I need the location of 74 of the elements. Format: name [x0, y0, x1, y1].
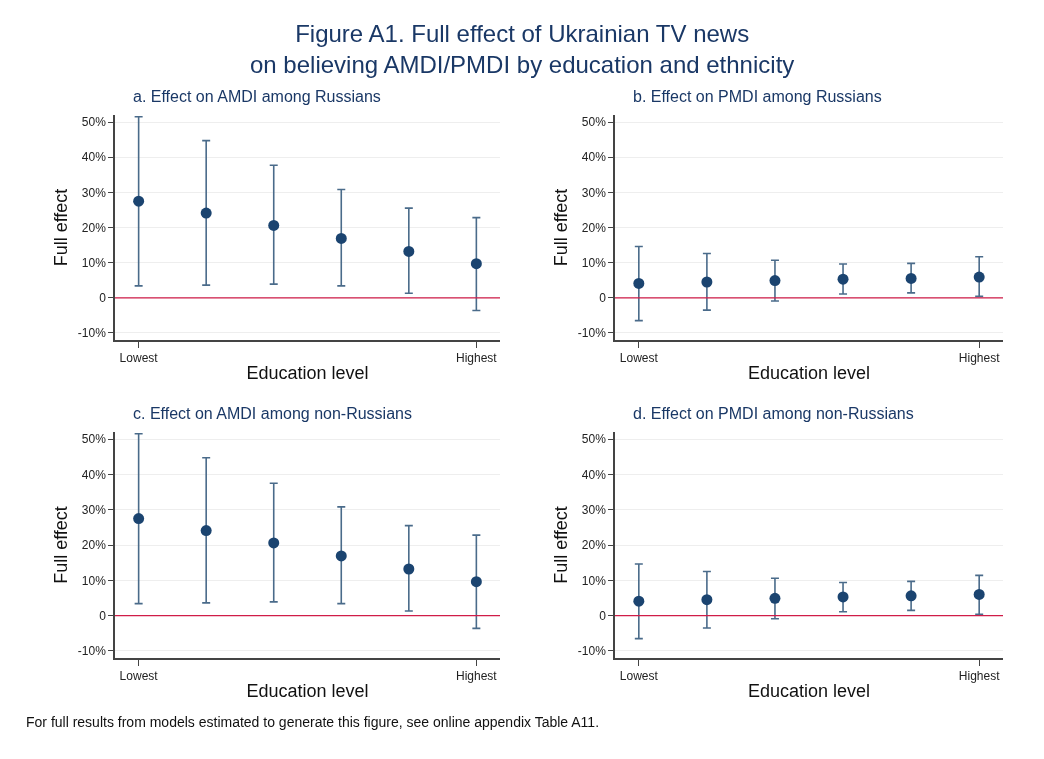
point: [133, 195, 145, 207]
y-tick-label: 30%: [581, 185, 607, 200]
point: [701, 276, 713, 288]
point: [268, 537, 280, 549]
y-axis-title: Full effect: [550, 188, 571, 267]
y-tick-label: -10%: [77, 644, 107, 659]
y-tick-label: 0: [599, 291, 607, 306]
y-tick-label: 30%: [81, 502, 107, 517]
y-tick-label: 0: [599, 608, 607, 623]
text: For full results from models estimated to generate this figure, see online appendix Table A11.: [26, 714, 600, 730]
y-tick-label: -10%: [577, 326, 607, 341]
y-tick-label: 40%: [581, 150, 607, 165]
y-tick-label: 10%: [581, 573, 607, 588]
x-tick-label: Highest: [456, 351, 498, 366]
y-tick-label: 50%: [581, 115, 607, 130]
y-tick-label: 20%: [581, 220, 607, 235]
x-tick-label: Lowest: [619, 669, 659, 684]
y-tick-label: 50%: [81, 432, 107, 447]
y-tick-label: 10%: [81, 255, 107, 270]
chart-title: d. Effect on PMDI among non-Russians: [633, 405, 914, 422]
y-tick-label: 20%: [81, 220, 107, 235]
x-tick-label: Lowest: [119, 669, 159, 684]
point: [973, 588, 985, 600]
y-tick-label: 0: [99, 608, 107, 623]
x-axis-title: Education level: [246, 680, 369, 701]
text: Figure A1. Full effect of Ukrainian TV news on believing AMDI/PMDI by education and ethnicity: [250, 20, 795, 79]
y-axis-title: Full effect: [550, 506, 571, 584]
point: [905, 590, 917, 602]
point: [403, 563, 415, 575]
y-axis-title: Full effect: [50, 188, 71, 267]
point: [633, 277, 645, 289]
point: [905, 272, 917, 284]
y-tick-label: 40%: [81, 150, 107, 165]
point: [837, 591, 849, 603]
point: [200, 207, 212, 219]
y-tick-label: 20%: [581, 538, 607, 553]
x-tick-label: Highest: [958, 669, 1001, 684]
x-axis-title: Education level: [747, 362, 871, 383]
y-tick-label: 30%: [581, 502, 607, 517]
y-tick-label: -10%: [77, 326, 107, 341]
point: [837, 273, 849, 285]
point: [268, 219, 280, 231]
chart-title: a. Effect on AMDI among Russians: [133, 88, 381, 105]
y-tick-label: 40%: [581, 467, 607, 482]
point: [200, 525, 212, 537]
point: [769, 275, 781, 287]
y-tick-label: 50%: [581, 432, 607, 447]
point: [335, 232, 347, 244]
x-tick-label: Highest: [958, 351, 1001, 366]
x-tick-label: Highest: [456, 669, 498, 684]
point: [973, 271, 985, 283]
point: [769, 592, 781, 604]
x-tick-label: Lowest: [619, 351, 659, 366]
y-axis-title: Full effect: [50, 506, 71, 584]
y-tick-label: 30%: [81, 185, 107, 200]
point: [133, 513, 145, 525]
point: [701, 594, 713, 606]
y-tick-label: 0: [99, 291, 107, 306]
point: [633, 595, 645, 607]
y-tick-label: 10%: [581, 255, 607, 270]
x-axis-title: Education level: [246, 362, 369, 383]
x-tick-label: Lowest: [119, 351, 159, 366]
chart-title: b. Effect on PMDI among Russians: [633, 88, 882, 105]
y-tick-label: -10%: [577, 644, 607, 659]
point: [470, 576, 482, 588]
x-axis-title: Education level: [747, 680, 871, 701]
y-tick-label: 10%: [81, 573, 107, 588]
point: [403, 245, 415, 257]
y-tick-label: 20%: [81, 538, 107, 553]
chart-title: c. Effect on AMDI among non-Russians: [133, 405, 412, 422]
y-tick-label: 40%: [81, 467, 107, 482]
point: [470, 258, 482, 270]
point: [335, 550, 347, 562]
y-tick-label: 50%: [81, 115, 107, 130]
